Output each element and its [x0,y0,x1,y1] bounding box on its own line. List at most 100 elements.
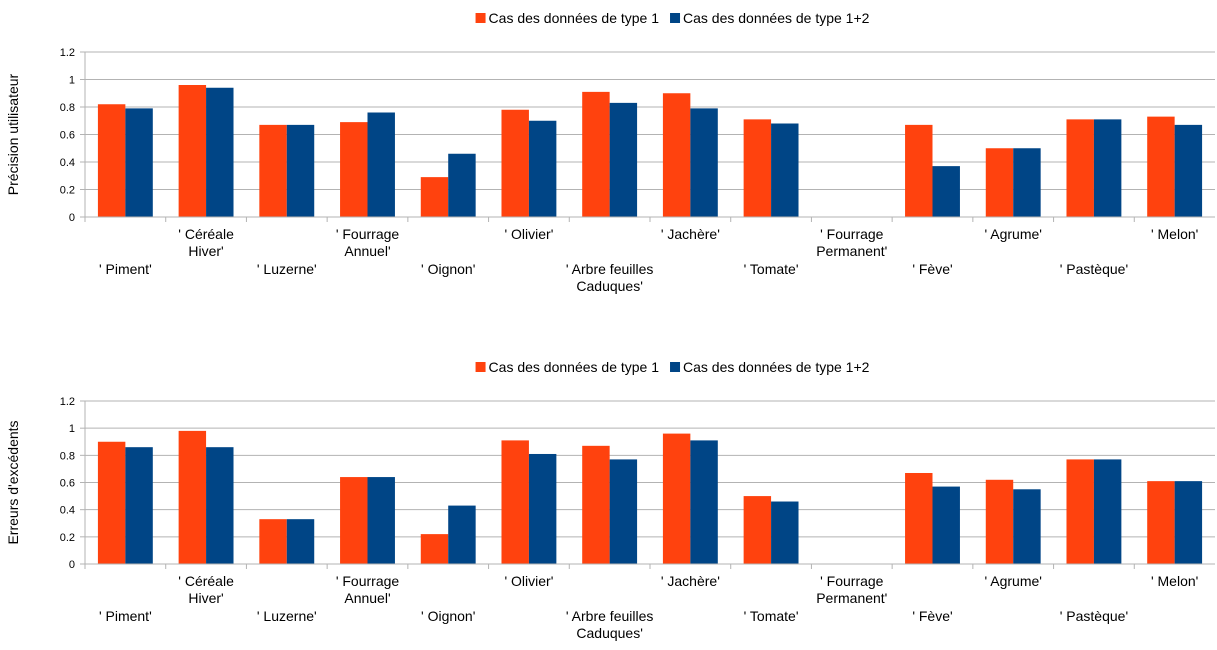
bar [582,91,610,217]
x-tick-label-line: ' Arbre feuilles [566,261,654,277]
bar [609,459,638,564]
legend-swatch [475,362,486,372]
x-tick-label-line: Annuel' [344,590,390,606]
x-tick-label: ' Céréale Hiver' [178,226,234,259]
bar [1066,459,1094,564]
x-tick-label: ' Oignon' [421,608,475,624]
bar [528,120,557,217]
bar [367,477,395,564]
bar [1174,124,1203,217]
legend: Cas des données de type 1 Cas des données… [475,10,870,26]
x-tick-label: ' Agrume' [984,573,1041,589]
x-tick-label: ' Pastèque' [1060,261,1128,277]
y-tick-label: 1.2 [60,396,75,408]
x-tick-label: ' Fève' [912,608,952,624]
x-tick-label-line: Permanent' [816,590,887,606]
bar [905,124,933,217]
x-tick-label: ' Melon' [1151,226,1198,242]
legend-swatch [670,362,681,372]
bar [97,441,126,564]
x-tick-label: ' Tomate' [744,608,799,624]
bar [690,108,718,217]
legend-swatch [670,13,681,23]
bar [743,119,772,217]
y-tick-label: 0.8 [60,102,75,114]
bar [771,123,799,217]
legend-swatch [475,13,486,23]
bar [125,108,153,217]
bar [448,153,476,217]
bar [501,109,529,217]
y-tick-label: 0.6 [60,130,75,142]
bar [97,104,126,217]
x-tick-label: ' Luzerne' [257,608,317,624]
x-tick-label-line: ' Arbre feuilles [566,608,654,624]
legend-label: Cas des données de type 1+2 [683,10,870,26]
bar [286,519,315,564]
bar [1174,481,1203,564]
y-tick-label: 0 [69,559,75,571]
y-tick-label: 0 [69,212,75,224]
y-tick-label: 0.8 [60,450,75,462]
bar [1093,119,1122,217]
bar [662,93,691,217]
bar [420,177,449,217]
x-tick-label: ' Oignon' [421,261,475,277]
bar [932,166,960,217]
x-tick-label: ' Melon' [1151,573,1198,589]
bar [206,447,234,564]
x-tick-label: ' Jachère' [661,573,720,589]
x-tick-label-line: Hiver' [188,590,223,606]
y-axis-title: Erreurs d'excédents [5,420,21,544]
bar [286,124,315,217]
bar [125,447,153,564]
bar [1013,489,1041,564]
bar [420,534,449,564]
bar [340,122,368,217]
bar [932,486,960,564]
x-tick-label-line: ' Fourrage [820,226,884,242]
x-tick-label: ' Jachère' [661,226,720,242]
bar [743,496,772,564]
bar [985,148,1014,217]
x-tick-label: ' Fourrage Annuel' [336,226,400,259]
x-tick-label-line: ' Céréale [178,226,234,242]
legend-label: Cas des données de type 1+2 [683,359,870,375]
x-tick-label: ' Fourrage Permanent' [816,573,887,606]
bar [178,85,207,217]
x-tick-label-line: ' Fourrage [336,226,400,242]
y-tick-label: 1 [69,75,75,87]
x-tick-label-line: Caduques' [576,625,643,641]
bar [528,453,557,564]
x-tick-label-line: ' Fourrage [820,573,884,589]
x-tick-label: ' Piment' [99,608,152,624]
bar [1147,481,1175,564]
x-tick-label: ' Arbre feuilles Caduques' [566,261,654,294]
x-tick-label-line: Caduques' [576,278,643,294]
bar [501,440,529,564]
x-tick-label: ' Céréale Hiver' [178,573,234,606]
x-tick-label: ' Fourrage Annuel' [336,573,400,606]
y-tick-label: 0.4 [60,505,75,517]
x-tick-label: ' Fourrage Permanent' [816,226,887,259]
bar [771,501,799,564]
y-tick-label: 0.4 [60,157,75,169]
bar [1147,116,1175,217]
bar [340,477,368,564]
chart: Cas des données de type 1 Cas des données… [5,359,1215,641]
x-tick-label: ' Olivier' [504,573,553,589]
bar [582,445,610,564]
x-tick-label: ' Pastèque' [1060,608,1128,624]
y-tick-label: 1 [69,423,75,435]
x-tick-label: ' Olivier' [504,226,553,242]
bar [178,430,207,564]
y-tick-label: 0.2 [60,532,75,544]
bar [206,87,234,217]
y-tick-label: 1.2 [60,47,75,59]
x-tick-label-line: Annuel' [344,243,390,259]
y-tick-label: 0.6 [60,478,75,490]
x-tick-label-line: ' Céréale [178,573,234,589]
x-tick-label-line: Hiver' [188,243,223,259]
bar [1093,459,1122,564]
